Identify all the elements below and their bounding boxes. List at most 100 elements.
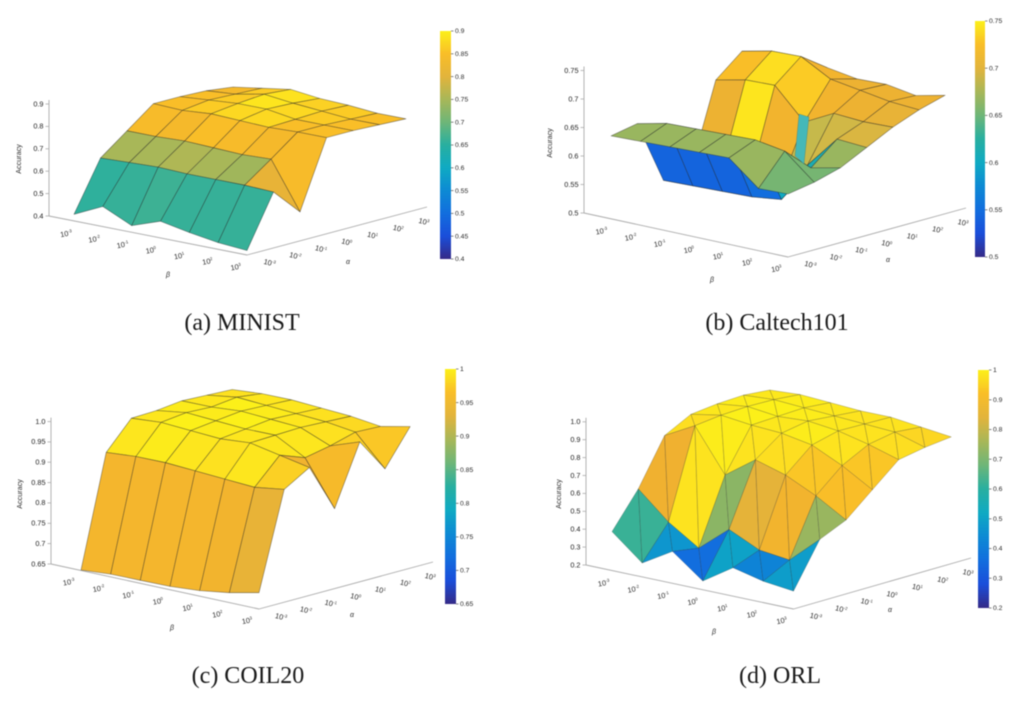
svg-text:0.7: 0.7	[455, 119, 465, 126]
svg-text:0.65: 0.65	[455, 142, 468, 149]
svg-text:(d) ORL: (d) ORL	[739, 663, 821, 689]
svg-text:10-2: 10-2	[88, 233, 102, 244]
svg-text:α: α	[350, 612, 355, 619]
svg-text:0.65: 0.65	[989, 113, 1002, 120]
svg-text:0.4: 0.4	[570, 525, 580, 534]
svg-text:α: α	[888, 607, 893, 614]
svg-text:1: 1	[993, 367, 997, 374]
svg-text:0.6: 0.6	[989, 160, 999, 167]
svg-text:102: 102	[399, 578, 412, 589]
svg-text:0.2: 0.2	[993, 605, 1003, 612]
svg-text:0.55: 0.55	[455, 188, 468, 195]
svg-text:1.0: 1.0	[570, 417, 580, 426]
svg-text:0.6: 0.6	[455, 165, 465, 172]
svg-text:100: 100	[886, 589, 899, 600]
svg-text:0.75: 0.75	[460, 534, 473, 541]
svg-text:10-1: 10-1	[656, 590, 670, 601]
svg-text:101: 101	[712, 251, 725, 262]
svg-text:0.5: 0.5	[989, 254, 999, 261]
svg-text:101: 101	[716, 603, 729, 614]
svg-text:10-2: 10-2	[829, 252, 843, 264]
svg-text:10-3: 10-3	[263, 257, 277, 269]
svg-text:0.75: 0.75	[989, 18, 1002, 25]
svg-text:0.7: 0.7	[993, 456, 1003, 463]
svg-text:0.9: 0.9	[570, 435, 580, 444]
svg-text:102: 102	[936, 574, 949, 585]
svg-text:10-2: 10-2	[624, 232, 638, 243]
svg-text:103: 103	[230, 261, 243, 272]
svg-text:0.55: 0.55	[564, 180, 578, 189]
svg-text:0.95: 0.95	[460, 400, 473, 407]
svg-text:100: 100	[683, 244, 696, 255]
svg-text:β: β	[169, 625, 174, 632]
svg-text:10-1: 10-1	[314, 243, 328, 255]
svg-text:10-3: 10-3	[597, 577, 611, 588]
svg-text:0.7: 0.7	[570, 471, 580, 480]
svg-text:102: 102	[741, 257, 754, 268]
svg-text:Accuracy: Accuracy	[545, 128, 554, 158]
svg-text:0.95: 0.95	[31, 437, 45, 446]
svg-text:0.45: 0.45	[455, 233, 468, 240]
svg-text:(b) Caltech101: (b) Caltech101	[705, 310, 848, 336]
svg-text:0.3: 0.3	[993, 576, 1003, 583]
svg-text:0.9: 0.9	[455, 28, 465, 35]
svg-text:10-1: 10-1	[860, 596, 874, 608]
svg-text:10-3: 10-3	[809, 611, 823, 623]
svg-text:10-2: 10-2	[92, 583, 106, 594]
svg-text:0.6: 0.6	[993, 486, 1003, 493]
svg-text:α: α	[886, 257, 891, 264]
svg-text:10-3: 10-3	[274, 611, 288, 623]
svg-text:0.7: 0.7	[35, 539, 45, 548]
svg-text:0.8: 0.8	[570, 453, 580, 462]
svg-text:0.75: 0.75	[31, 519, 45, 528]
svg-text:101: 101	[173, 250, 186, 261]
svg-text:0.6: 0.6	[568, 151, 578, 160]
svg-text:102: 102	[201, 256, 214, 267]
svg-text:10-1: 10-1	[116, 239, 130, 250]
svg-text:0.6: 0.6	[33, 167, 43, 176]
svg-text:0.3: 0.3	[570, 542, 580, 551]
svg-text:0.5: 0.5	[993, 516, 1003, 523]
svg-text:Accuracy: Accuracy	[15, 479, 24, 509]
svg-text:0.55: 0.55	[989, 207, 1002, 214]
svg-text:β: β	[711, 629, 716, 636]
svg-text:0.5: 0.5	[33, 189, 43, 198]
svg-text:102: 102	[211, 609, 224, 620]
svg-text:Accuracy: Accuracy	[14, 144, 23, 174]
svg-text:(a) MINIST: (a) MINIST	[184, 310, 300, 336]
svg-text:10-1: 10-1	[324, 598, 338, 610]
svg-text:101: 101	[906, 231, 919, 242]
svg-text:101: 101	[366, 230, 379, 241]
svg-text:10-3: 10-3	[59, 228, 73, 239]
svg-text:0.4: 0.4	[993, 546, 1003, 553]
svg-text:10-1: 10-1	[653, 238, 667, 249]
svg-text:0.8: 0.8	[993, 427, 1003, 434]
svg-text:0.8: 0.8	[455, 74, 465, 81]
svg-text:10-3: 10-3	[62, 576, 76, 587]
svg-text:0.65: 0.65	[460, 601, 473, 608]
svg-text:0.75: 0.75	[455, 97, 468, 104]
svg-text:0.4: 0.4	[33, 211, 43, 220]
svg-text:102: 102	[392, 223, 405, 234]
svg-text:10-3: 10-3	[595, 225, 609, 236]
svg-text:103: 103	[957, 217, 970, 228]
svg-text:100: 100	[687, 596, 700, 607]
svg-text:101: 101	[911, 582, 924, 593]
svg-text:0.9: 0.9	[33, 99, 43, 108]
svg-text:10-1: 10-1	[122, 589, 136, 600]
svg-text:1.0: 1.0	[35, 417, 45, 426]
svg-text:100: 100	[349, 591, 362, 602]
svg-text:101: 101	[182, 602, 195, 613]
svg-text:0.9: 0.9	[993, 397, 1003, 404]
svg-text:10-2: 10-2	[288, 250, 302, 262]
svg-text:103: 103	[418, 216, 431, 227]
svg-text:0.65: 0.65	[564, 123, 578, 132]
svg-text:0.7: 0.7	[460, 568, 470, 575]
svg-text:0.75: 0.75	[564, 66, 578, 75]
svg-text:100: 100	[152, 596, 165, 607]
svg-text:0.8: 0.8	[33, 122, 43, 131]
svg-text:0.5: 0.5	[568, 208, 578, 217]
svg-text:0.7: 0.7	[33, 144, 43, 153]
svg-text:Accuracy: Accuracy	[554, 479, 563, 509]
svg-text:0.4: 0.4	[455, 256, 465, 263]
